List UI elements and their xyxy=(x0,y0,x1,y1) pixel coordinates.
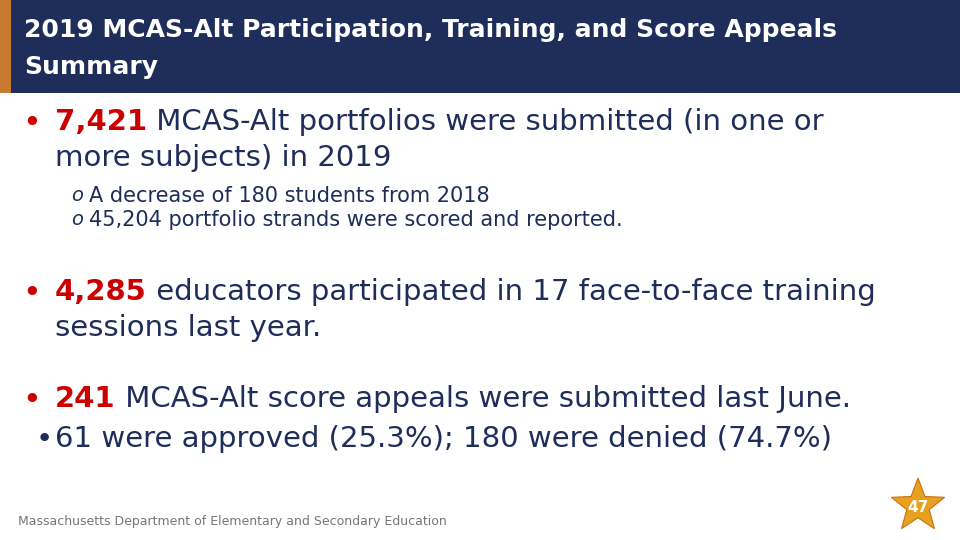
Text: 45,204 portfolio strands were scored and reported.: 45,204 portfolio strands were scored and… xyxy=(89,210,623,230)
Text: o: o xyxy=(71,210,83,229)
Text: •: • xyxy=(22,385,40,416)
Bar xyxy=(0,0,960,93)
Text: more subjects) in 2019: more subjects) in 2019 xyxy=(55,144,392,172)
Text: •: • xyxy=(36,425,53,453)
Text: educators participated in 17 face-to-face training: educators participated in 17 face-to-fac… xyxy=(147,278,876,306)
Text: A decrease of 180 students from 2018: A decrease of 180 students from 2018 xyxy=(89,186,490,206)
Polygon shape xyxy=(892,478,945,529)
Text: sessions last year.: sessions last year. xyxy=(55,314,322,342)
Text: 61 were approved (25.3%); 180 were denied (74.7%): 61 were approved (25.3%); 180 were denie… xyxy=(55,425,832,453)
Text: •: • xyxy=(22,108,40,139)
Text: •: • xyxy=(22,278,40,309)
Text: MCAS-Alt score appeals were submitted last June.: MCAS-Alt score appeals were submitted la… xyxy=(115,385,851,413)
Text: o: o xyxy=(71,186,83,205)
Text: 4,285: 4,285 xyxy=(55,278,147,306)
Text: 47: 47 xyxy=(907,501,928,516)
Text: Massachusetts Department of Elementary and Secondary Education: Massachusetts Department of Elementary a… xyxy=(18,515,446,528)
Text: 2019 MCAS-Alt Participation, Training, and Score Appeals: 2019 MCAS-Alt Participation, Training, a… xyxy=(24,18,837,42)
Text: Summary: Summary xyxy=(24,55,158,79)
Text: 241: 241 xyxy=(55,385,115,413)
Text: MCAS-Alt portfolios were submitted (in one or: MCAS-Alt portfolios were submitted (in o… xyxy=(147,108,824,136)
Bar xyxy=(0,0,11,93)
Text: 7,421: 7,421 xyxy=(55,108,147,136)
